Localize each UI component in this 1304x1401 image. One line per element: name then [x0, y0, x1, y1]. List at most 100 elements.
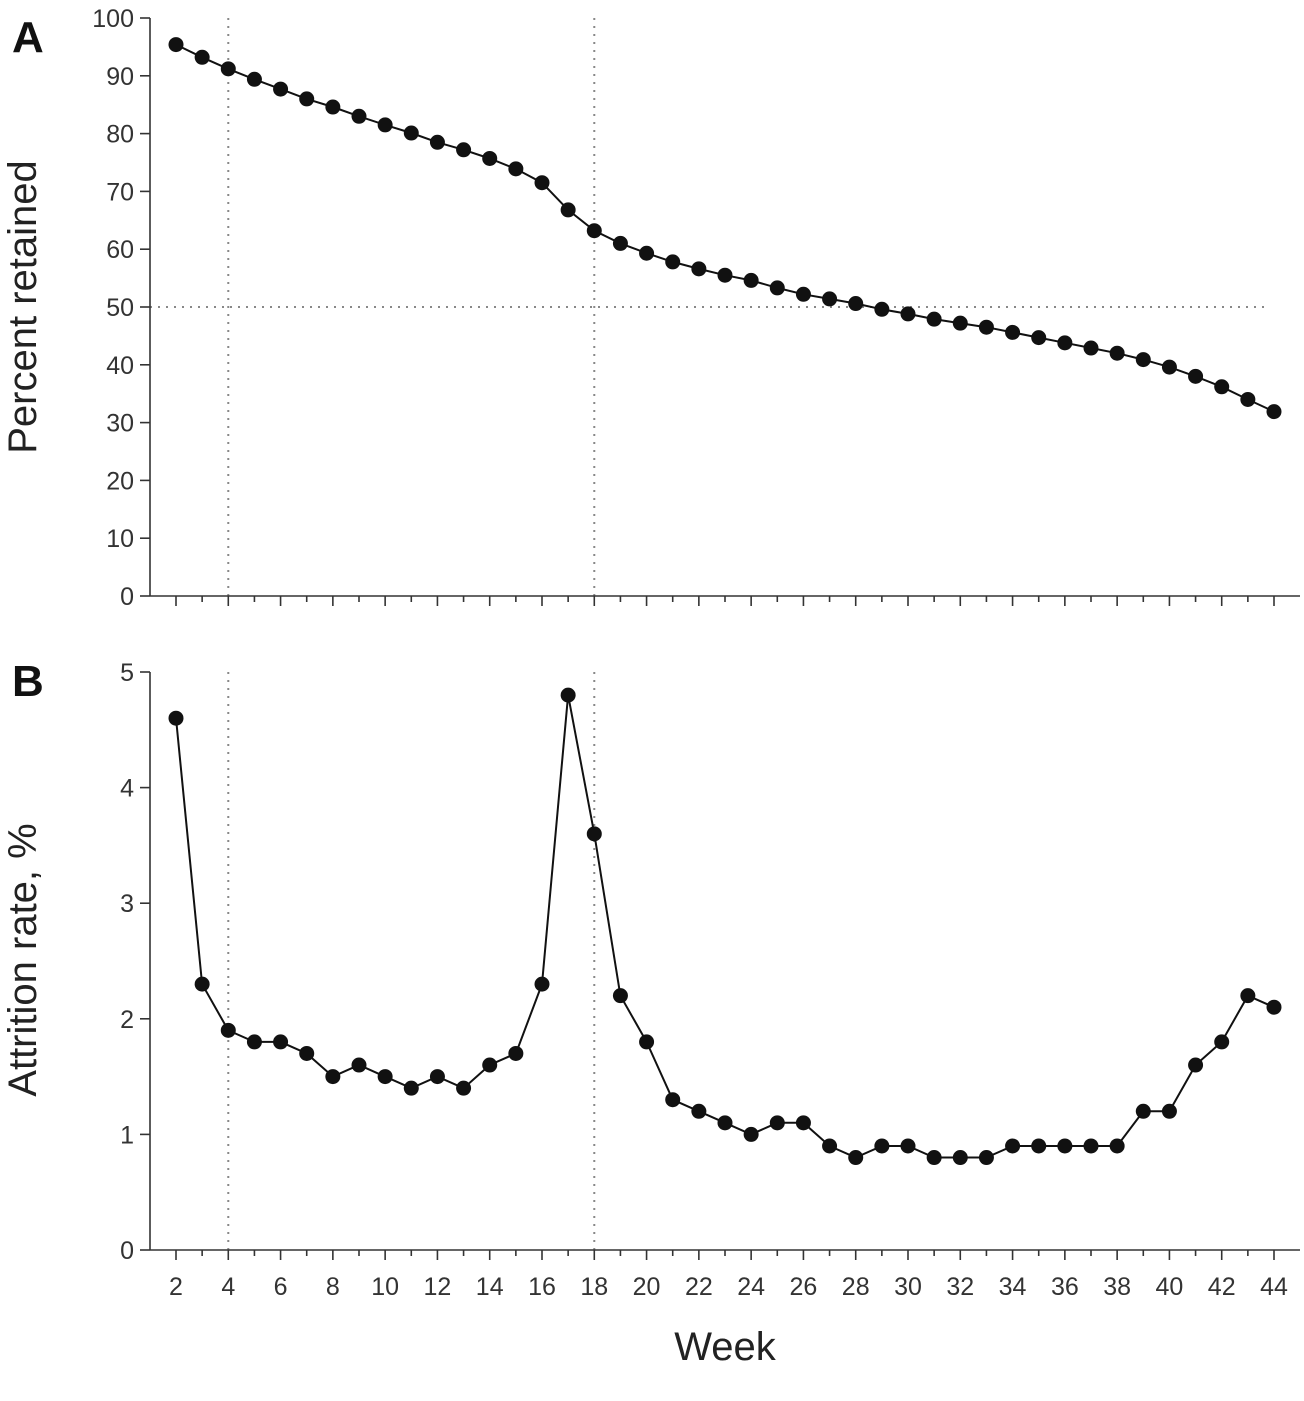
panel-b-data-point [299, 1045, 315, 1061]
panel-b-x-tick-label: 18 [580, 1273, 608, 1301]
panel-a-data-point [377, 117, 393, 133]
panel-a-y-tick-label: 70 [106, 178, 134, 206]
panel-b-data-point [900, 1138, 916, 1154]
panel-b-x-tick-label: 40 [1156, 1273, 1184, 1301]
panel-a-data-point [874, 301, 890, 317]
panel-b-x-tick-label: 24 [737, 1273, 765, 1301]
panel-a-data-point [978, 319, 994, 335]
panel-b-x-tick-label: 42 [1208, 1273, 1236, 1301]
panel-b-x-tick-label: 32 [946, 1273, 974, 1301]
panel-a-y-tick-label: 60 [106, 236, 134, 264]
panel-b-data-point [1161, 1103, 1177, 1119]
panel-a-data-point [926, 311, 942, 327]
panel-b-y-tick-label: 3 [120, 890, 134, 918]
panel-a-y-tick-label: 50 [106, 294, 134, 322]
panel-b-data-point [743, 1126, 759, 1142]
panel-b-data-point [273, 1034, 289, 1050]
panel-b-x-tick-label: 34 [999, 1273, 1027, 1301]
panel-a-series-line [175, 43, 1275, 413]
panel-b-x-tick-label: 36 [1051, 1273, 1079, 1301]
panel-a-data-point [691, 261, 707, 277]
panel-b-x-tick-label: 2 [169, 1273, 183, 1301]
panel-b-x-tick-label: 30 [894, 1273, 922, 1301]
panel-a-y-tick-label: 90 [106, 63, 134, 91]
panel-a-data-point [717, 267, 733, 283]
panel-b-data-point [168, 710, 184, 726]
panel-b-x-tick-label: 20 [633, 1273, 661, 1301]
panel-a-data-point [403, 125, 419, 141]
panel-a-data-point [848, 296, 864, 312]
panel-a-data-point [456, 142, 472, 158]
panel-a-retention-chart: A Percent retained 0 10 20 30 40 50 60 70 80 90 10… [1, 5, 1300, 611]
panel-b-data-point [325, 1069, 341, 1085]
panel-a-data-point [1240, 391, 1256, 407]
panel-a-y-tick-label: 0 [120, 583, 134, 611]
panel-a-y-tick-label: 20 [106, 467, 134, 495]
panel-a-data-point [325, 99, 341, 115]
panel-b-x-tick-label: 38 [1103, 1273, 1131, 1301]
panel-b-data-point [403, 1080, 419, 1096]
panel-a-data-point [1109, 345, 1125, 361]
panel-a-data-point [299, 91, 315, 107]
panel-a-y-axis-title: Percent retained [1, 160, 45, 454]
x-axis-title: Week [674, 1325, 777, 1369]
panel-a-data-point [560, 202, 576, 218]
panel-b-data-point [612, 988, 628, 1004]
panel-b-x-tick-label: 14 [476, 1273, 504, 1301]
panel-b-y-tick-label: 5 [120, 659, 134, 687]
panel-b-y-tick-label: 0 [120, 1237, 134, 1265]
panel-b-y-tick-label: 4 [120, 775, 134, 803]
panel-a-data-point [482, 150, 498, 166]
panel-b-data-point [1188, 1057, 1204, 1073]
panel-b-data-point [1083, 1138, 1099, 1154]
panel-b-letter: B [12, 657, 44, 706]
panel-b-data-point [822, 1138, 838, 1154]
panel-a-y-tick-label: 100 [92, 5, 134, 33]
panel-b-data-point [1005, 1138, 1021, 1154]
panel-b-data-point [429, 1069, 445, 1085]
panel-b-data-point [246, 1034, 262, 1050]
panel-a-data-point [639, 245, 655, 261]
panel-b-x-tick-label: 10 [371, 1273, 399, 1301]
panel-a-data-point [534, 175, 550, 191]
panel-b-x-tick-label: 22 [685, 1273, 713, 1301]
panel-b-data-point [220, 1022, 236, 1038]
panel-a-data-point [769, 280, 785, 296]
panel-b-data-point [717, 1115, 733, 1131]
panel-a-data-point [743, 272, 759, 288]
panel-a-data-point [246, 71, 262, 87]
panel-a-data-point [1083, 340, 1099, 356]
panel-b-data-point [194, 976, 210, 992]
panel-b-y-tick-label: 2 [120, 1006, 134, 1034]
panel-b-data-point [560, 687, 576, 703]
panel-a-data-point [586, 223, 602, 239]
panel-b-data-point [456, 1080, 472, 1096]
panel-a-data-point [194, 49, 210, 65]
panel-b-data-point [952, 1150, 968, 1166]
panel-b-data-point [795, 1115, 811, 1131]
panel-b-y-axis-title: Attrition rate, % [1, 823, 45, 1096]
panel-b-x-tick-label: 8 [326, 1273, 340, 1301]
panel-b-data-point [534, 976, 550, 992]
panel-a-data-point [429, 134, 445, 150]
panel-a-y-tick-label: 10 [106, 525, 134, 553]
panel-b-x-tick-label: 12 [424, 1273, 452, 1301]
panel-b-data-point [665, 1092, 681, 1108]
panel-a-data-point [1135, 352, 1151, 368]
panel-a-y-tick-label: 80 [106, 121, 134, 149]
panel-b-data-point [978, 1150, 994, 1166]
panel-b-data-point [351, 1057, 367, 1073]
panel-b-y-tick-label: 1 [120, 1121, 134, 1149]
panel-b-data-point [691, 1103, 707, 1119]
panel-a-data-point [351, 108, 367, 124]
panel-b-data-point [1266, 999, 1282, 1015]
panel-b-data-point [926, 1150, 942, 1166]
panel-b-data-point [1057, 1138, 1073, 1154]
panel-a-data-point [508, 161, 524, 177]
panel-a-data-point [612, 235, 628, 251]
panel-a-data-point [1005, 324, 1021, 340]
panel-a-data-point [220, 61, 236, 77]
panel-a-data-point [1057, 335, 1073, 351]
panel-b-x-tick-label: 6 [274, 1273, 288, 1301]
